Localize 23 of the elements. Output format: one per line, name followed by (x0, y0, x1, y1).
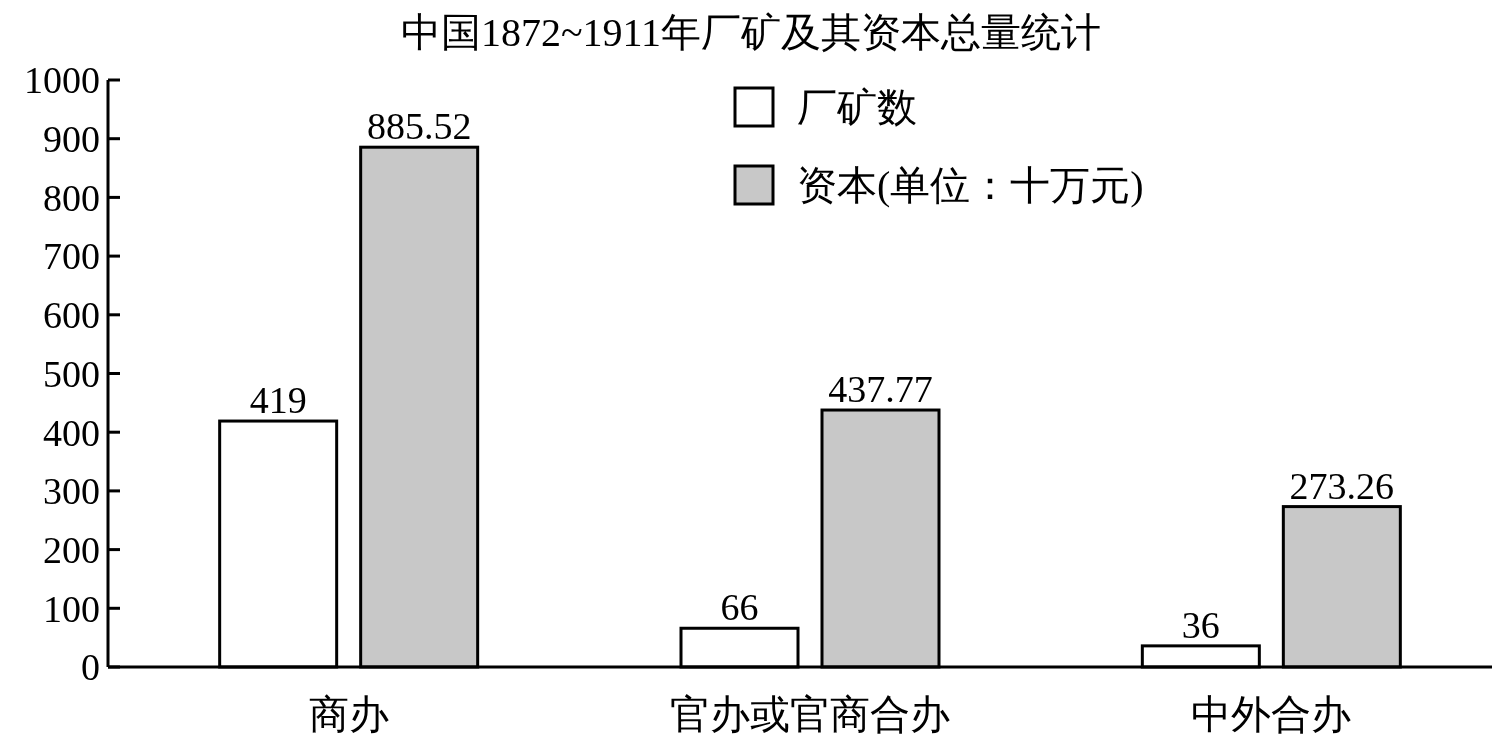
data-label: 437.77 (828, 368, 933, 411)
y-tick-label: 800 (43, 176, 100, 219)
y-tick-label: 1000 (24, 59, 100, 102)
x-tick-label: 官办或官商合办 (670, 692, 950, 737)
y-tick-label: 500 (43, 352, 100, 395)
chart-title: 中国1872~1911年厂矿及其资本总量统计 (400, 10, 1102, 55)
data-label: 273.26 (1289, 464, 1395, 507)
y-tick-label: 600 (43, 294, 100, 337)
data-label: 885.52 (366, 105, 472, 148)
y-tick-label: 900 (43, 118, 100, 160)
data-label: 419 (249, 379, 307, 422)
legend-label: 厂矿数 (797, 85, 917, 130)
data-label: 36 (1181, 603, 1220, 646)
data-label: 66 (720, 586, 759, 629)
y-tick-label: 300 (43, 470, 100, 513)
y-tick-label: 200 (43, 528, 100, 571)
x-tick-label: 商办 (308, 692, 389, 737)
legend-label: 资本(单位：十万元) (797, 163, 1144, 208)
y-tick-label: 0 (81, 646, 100, 689)
x-tick-label: 中外合办 (1191, 692, 1352, 737)
y-tick-label: 100 (43, 587, 100, 630)
y-tick-label: 700 (43, 235, 100, 278)
y-tick-label: 400 (43, 411, 100, 454)
